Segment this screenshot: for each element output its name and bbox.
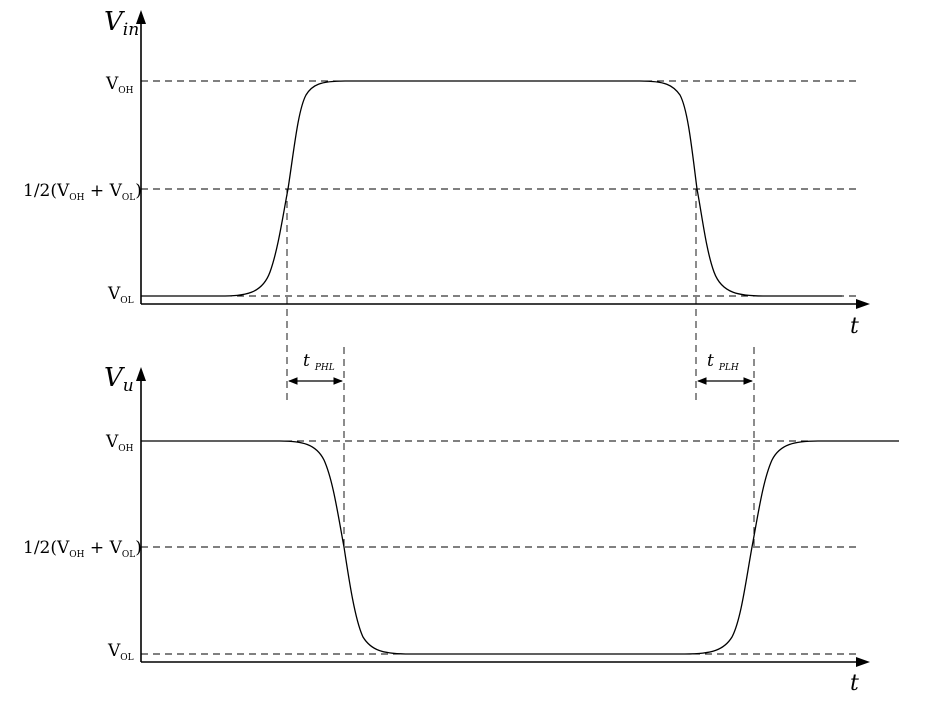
- input-vol-label: VOL: [107, 284, 134, 306]
- output-vol-label: VOL: [107, 641, 134, 663]
- plh-label: t PLH: [707, 351, 739, 373]
- output-plot: Vu t VOH 1/2(VOH + VOL) VOL: [23, 363, 899, 696]
- input-x-axis-arrow-icon: [856, 299, 870, 309]
- input-voh-label: VOH: [105, 74, 134, 96]
- output-mid-label: 1/2(VOH + VOL): [23, 538, 142, 560]
- phl-label: t PHL: [303, 351, 335, 373]
- input-mid-label: 1/2(VOH + VOL): [23, 181, 142, 203]
- input-plot: Vin t VOH 1/2(VOH + VOL) VOL: [23, 7, 870, 339]
- output-y-axis-label: Vu: [104, 363, 134, 396]
- input-x-axis-label: t: [850, 314, 859, 339]
- input-waveform: [141, 80, 842, 297]
- delay-annotations: t PHL t PLH: [286, 189, 755, 546]
- output-waveform: [141, 440, 899, 655]
- output-x-axis-label: t: [850, 671, 859, 696]
- input-y-axis-arrow-icon: [136, 10, 146, 24]
- output-y-axis-arrow-icon: [136, 367, 146, 381]
- output-x-axis-arrow-icon: [856, 657, 870, 667]
- input-y-axis-label: Vin: [104, 7, 139, 40]
- output-voh-label: VOH: [105, 432, 134, 454]
